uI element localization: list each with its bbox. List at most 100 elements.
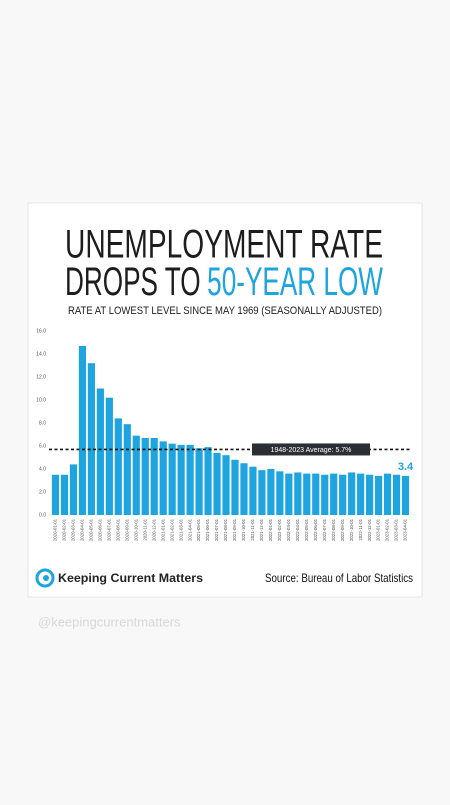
bar xyxy=(312,473,320,515)
x-tick-label: 2022-08-01 xyxy=(331,518,336,541)
logo xyxy=(35,568,55,588)
bar xyxy=(87,363,95,515)
x-tick-label: 2022-12-01 xyxy=(367,518,372,541)
plot: 0.0 2.0 4.0 6.0 8.0 10.0 12.0 14.0 16.0 2020-01-0… xyxy=(36,328,414,541)
bar xyxy=(114,418,122,515)
bar xyxy=(276,471,284,515)
bar xyxy=(366,474,374,515)
x-tick-label: 2022-07-01 xyxy=(322,518,327,541)
bar xyxy=(159,441,167,515)
bar xyxy=(177,444,185,515)
x-tick-label: 2022-05-01 xyxy=(304,518,309,541)
x-tick-label: 2020-08-01 xyxy=(115,518,120,541)
x-tick-label: 2021-11-01 xyxy=(250,518,255,540)
x-tick-label: 2020-02-01 xyxy=(62,518,67,541)
bar xyxy=(69,464,78,515)
y-tick-label: 10.0 xyxy=(36,397,46,403)
bar xyxy=(240,463,248,515)
bar xyxy=(357,473,365,515)
reference-label-bg xyxy=(252,443,370,456)
bar xyxy=(60,474,69,515)
x-tick-label: 2020-01-01 xyxy=(53,518,58,541)
x-tick-label: 2021-05-01 xyxy=(196,518,201,541)
x-tick-label: 2021-10-01 xyxy=(241,518,246,541)
bar xyxy=(330,473,338,515)
x-tick-label: 2020-09-01 xyxy=(124,518,129,541)
x-tick-label: 2020-05-01 xyxy=(89,518,94,541)
bar xyxy=(258,470,266,515)
data-label: 3.4 xyxy=(398,461,414,473)
bar xyxy=(105,397,113,515)
bar xyxy=(303,473,311,515)
x-tick-label: 2022-01-01 xyxy=(268,518,273,541)
x-tick-label: 2023-01-01 xyxy=(376,518,381,541)
y-tick-label: 12.0 xyxy=(36,374,46,380)
bar xyxy=(204,447,212,515)
x-tick-label: 2021-09-01 xyxy=(232,518,237,541)
chart-title: UNEMPLOYMENT RATE xyxy=(65,223,383,267)
reference-label: 1948-2023 Average: 5.7% xyxy=(271,447,352,454)
y-tick-label: 16.0 xyxy=(36,328,46,334)
bar xyxy=(231,459,239,515)
bar xyxy=(150,437,158,515)
bar xyxy=(132,435,140,515)
bar xyxy=(213,452,221,515)
bar xyxy=(78,345,87,515)
bar xyxy=(168,443,176,515)
bar xyxy=(123,424,131,515)
x-tick-label: 2021-08-01 xyxy=(223,518,228,541)
x-tick-label: 2022-03-01 xyxy=(286,518,291,541)
y-tick-label: 14.0 xyxy=(36,351,46,357)
x-tick-label: 2023-03-01 xyxy=(394,518,399,541)
bar xyxy=(186,444,194,515)
x-tick-label: 2023-02-01 xyxy=(385,518,390,541)
x-tick-label: 2022-10-01 xyxy=(349,518,354,541)
x-tick-label: 2020-06-01 xyxy=(98,518,103,541)
x-tick-label: 2021-03-01 xyxy=(178,518,183,541)
x-tick-label: 2020-07-01 xyxy=(106,518,111,541)
x-tick-label: 2022-11-01 xyxy=(358,518,363,540)
x-tick-label: 2022-06-01 xyxy=(313,518,318,541)
brand: Keeping Current Matters xyxy=(58,571,203,585)
x-tick-label: 2020-04-01 xyxy=(80,518,85,541)
x-tick-label: 2020-12-01 xyxy=(151,518,156,541)
logo-dot xyxy=(43,575,49,581)
x-tick-label: 2021-12-01 xyxy=(259,518,264,541)
bar xyxy=(392,474,401,515)
bar xyxy=(294,472,302,515)
bar xyxy=(222,455,230,515)
watermark: @keepingcurrentmatters xyxy=(38,614,181,629)
bar xyxy=(401,475,410,515)
chart-title-line: DROPS TO50-YEAR LOW xyxy=(65,260,383,304)
x-tick-label: 2022-09-01 xyxy=(340,518,345,541)
bar xyxy=(285,473,293,515)
x-tick-label: 2021-06-01 xyxy=(205,518,210,541)
subtitle: RATE AT LOWEST LEVEL SINCE MAY 1969 (SEA… xyxy=(68,305,382,317)
x-tick-label: 2021-01-01 xyxy=(160,518,165,541)
x-tick-label: 2022-04-01 xyxy=(295,518,300,541)
bar xyxy=(348,472,356,515)
title-part: DROPS TO xyxy=(65,260,201,304)
x-tick-label: 2020-03-01 xyxy=(71,518,76,541)
x-tick-label: 2022-02-01 xyxy=(277,518,282,541)
y-tick-label: 2.0 xyxy=(39,489,46,495)
x-tick-label: 2021-04-01 xyxy=(187,518,192,541)
x-tick-label: 2020-10-01 xyxy=(133,518,138,541)
bar xyxy=(321,474,329,515)
bar xyxy=(339,474,347,515)
y-tick-label: 8.0 xyxy=(39,420,46,426)
bar xyxy=(195,448,203,515)
x-tick-label: 2020-11-01 xyxy=(142,518,147,540)
x-tick-label: 2023-04-01 xyxy=(403,518,408,541)
bar xyxy=(374,475,383,515)
bar xyxy=(51,474,60,515)
x-tick-label: 2021-07-01 xyxy=(214,518,219,541)
y-tick-label: 0.0 xyxy=(39,512,46,518)
bar xyxy=(249,466,257,515)
bar xyxy=(141,437,149,515)
bar xyxy=(383,473,392,515)
bar xyxy=(267,469,275,515)
y-tick-label: 4.0 xyxy=(39,466,46,472)
